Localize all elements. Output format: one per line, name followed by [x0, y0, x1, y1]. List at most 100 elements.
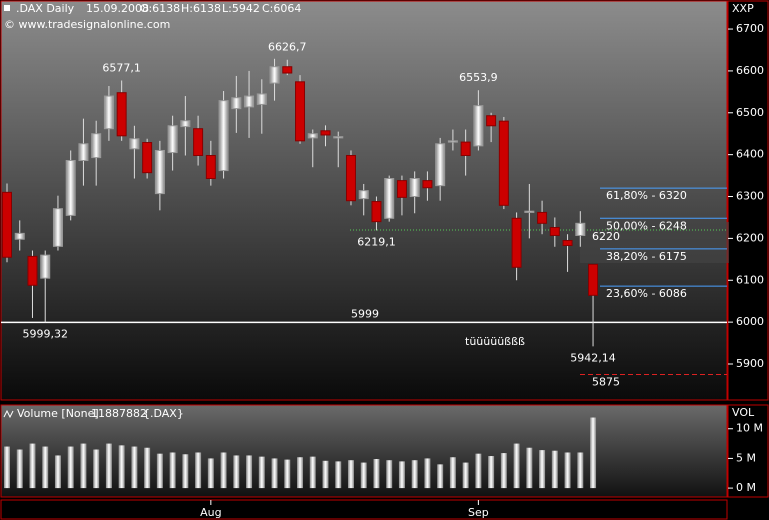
- price-annotation: 6577,1: [102, 62, 141, 75]
- volume-bar: [54, 455, 61, 489]
- volume-bar: [360, 462, 367, 489]
- y-tick-label: 5 M: [736, 451, 756, 464]
- volume-bar: [233, 455, 240, 489]
- candle-body: [486, 115, 497, 127]
- candle-body: [91, 133, 102, 159]
- candle-body: [498, 120, 509, 206]
- candle-body: [384, 178, 395, 219]
- level-label: 5875: [592, 375, 620, 388]
- price-axis-frame: [727, 0, 769, 401]
- candle-body: [282, 66, 293, 74]
- volume-bar: [398, 461, 405, 489]
- volume-bar: [386, 460, 393, 489]
- volume-bar: [500, 453, 507, 489]
- level-label: 5999: [351, 307, 379, 320]
- volume-bar: [437, 464, 444, 489]
- candle-body: [256, 93, 267, 105]
- y-tick-label: 6400: [736, 148, 764, 161]
- fib-label: 50,00% - 6248: [606, 219, 687, 232]
- volume-bar: [309, 456, 316, 489]
- volume-bar: [93, 449, 100, 489]
- candle-body: [524, 210, 535, 213]
- volume-bar: [67, 446, 74, 489]
- volume-bar: [246, 455, 253, 489]
- y-tick-label: 6200: [736, 231, 764, 244]
- x-tick-label: Aug: [200, 506, 221, 519]
- y-tick-label: 6100: [736, 273, 764, 286]
- volume-bar: [526, 447, 533, 489]
- candle-body: [167, 125, 178, 154]
- volume-symbol: {.DAX}: [143, 407, 184, 420]
- price-annotation: 6626,7: [268, 41, 307, 54]
- price-zone: [580, 222, 729, 263]
- candle-body: [154, 149, 165, 195]
- volume-bar: [271, 458, 278, 489]
- candle-body: [562, 239, 573, 247]
- source: © www.tradesignalonline.com: [4, 18, 170, 31]
- volume-bar: [195, 452, 202, 489]
- candle-body: [2, 191, 12, 258]
- volume-bar: [207, 458, 214, 489]
- candle-body: [103, 95, 114, 130]
- candle-body: [396, 180, 407, 198]
- volume-bar: [80, 443, 87, 489]
- y-tick-label: 6700: [736, 22, 764, 35]
- candle-body: [371, 201, 382, 223]
- volume-bar: [131, 446, 138, 489]
- candle-body: [575, 222, 586, 236]
- candle-body: [345, 154, 356, 202]
- y-tick-label: 0 M: [736, 481, 756, 494]
- y-tick-label: 6500: [736, 106, 764, 119]
- candle-body: [14, 232, 25, 240]
- volume-axis-title: VOL: [732, 406, 755, 419]
- candle-body: [422, 180, 433, 189]
- volume-bar: [284, 459, 291, 489]
- candle-body: [193, 128, 204, 156]
- volume-bar: [347, 460, 354, 489]
- price-annotation: 5999,32: [22, 327, 68, 340]
- y-tick-label: 6000: [736, 315, 764, 328]
- candle-body: [27, 255, 38, 286]
- candle-body: [205, 154, 216, 180]
- header-high: H:6138: [181, 2, 221, 15]
- candle-body: [231, 97, 242, 110]
- candle-body: [588, 263, 599, 296]
- candle-body: [180, 120, 191, 128]
- candle-body: [460, 141, 471, 156]
- candle-body: [65, 160, 76, 216]
- volume-bar: [590, 417, 597, 489]
- volume-axis-frame: [727, 404, 769, 498]
- y-tick-label: 6600: [736, 64, 764, 77]
- volume-bar: [564, 452, 571, 489]
- volume-bar: [118, 445, 125, 489]
- volume-bar: [475, 453, 482, 489]
- volume-bar: [373, 459, 380, 489]
- volume-bar: [220, 452, 227, 489]
- header-close: C:6064: [262, 2, 301, 15]
- candle-body: [78, 143, 89, 162]
- y-tick-label: 6300: [736, 190, 764, 203]
- volume-bar: [551, 450, 558, 489]
- volume-icon: [3, 409, 14, 419]
- volume-bar: [29, 443, 36, 489]
- y-tick-label: 10 M: [736, 422, 763, 435]
- y-tick-label: 5900: [736, 357, 764, 370]
- candle-body: [409, 178, 420, 198]
- date-strip: [0, 499, 728, 520]
- volume-bar: [322, 460, 329, 489]
- candle-body: [537, 211, 548, 224]
- volume-bar: [335, 461, 342, 489]
- candle-body: [269, 66, 280, 84]
- price-annotation: 6219,1: [357, 235, 396, 248]
- candle-body: [333, 136, 344, 139]
- volume-bar: [577, 452, 584, 489]
- volume-bar: [182, 454, 189, 489]
- candle-body: [218, 100, 229, 172]
- candle-body: [549, 227, 560, 236]
- candle-body: [129, 138, 140, 150]
- volume-bar: [42, 446, 49, 489]
- volume-bar: [424, 458, 431, 489]
- candle-body: [307, 133, 318, 139]
- header-low: L:5942: [222, 2, 260, 15]
